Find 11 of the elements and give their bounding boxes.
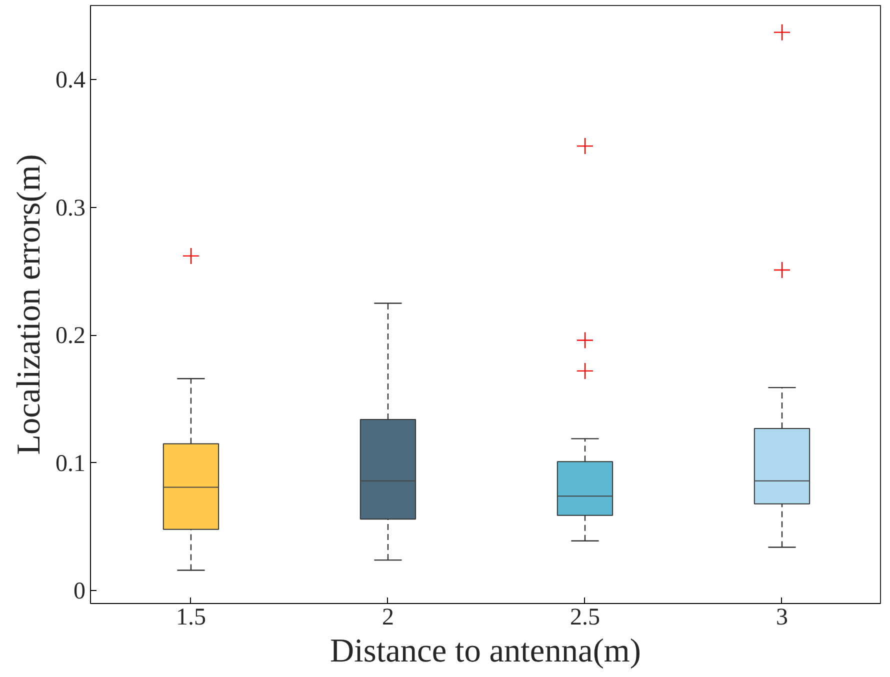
x-tick-label: 2.5 xyxy=(570,604,600,630)
x-tick-label: 3 xyxy=(776,604,788,630)
x-tick-label: 1.5 xyxy=(176,604,206,630)
x-tick-label: 2 xyxy=(382,604,394,630)
x-axis-title: Distance to antenna(m) xyxy=(330,632,641,670)
y-tick-label: 0.4 xyxy=(56,68,86,94)
y-tick-label: 0 xyxy=(74,578,86,605)
y-axis-title: Localization errors(m) xyxy=(10,154,48,455)
y-tick-label: 0.2 xyxy=(56,323,86,350)
y-tick-label: 0.3 xyxy=(56,195,86,222)
y-tick-label: 0.1 xyxy=(56,450,86,477)
